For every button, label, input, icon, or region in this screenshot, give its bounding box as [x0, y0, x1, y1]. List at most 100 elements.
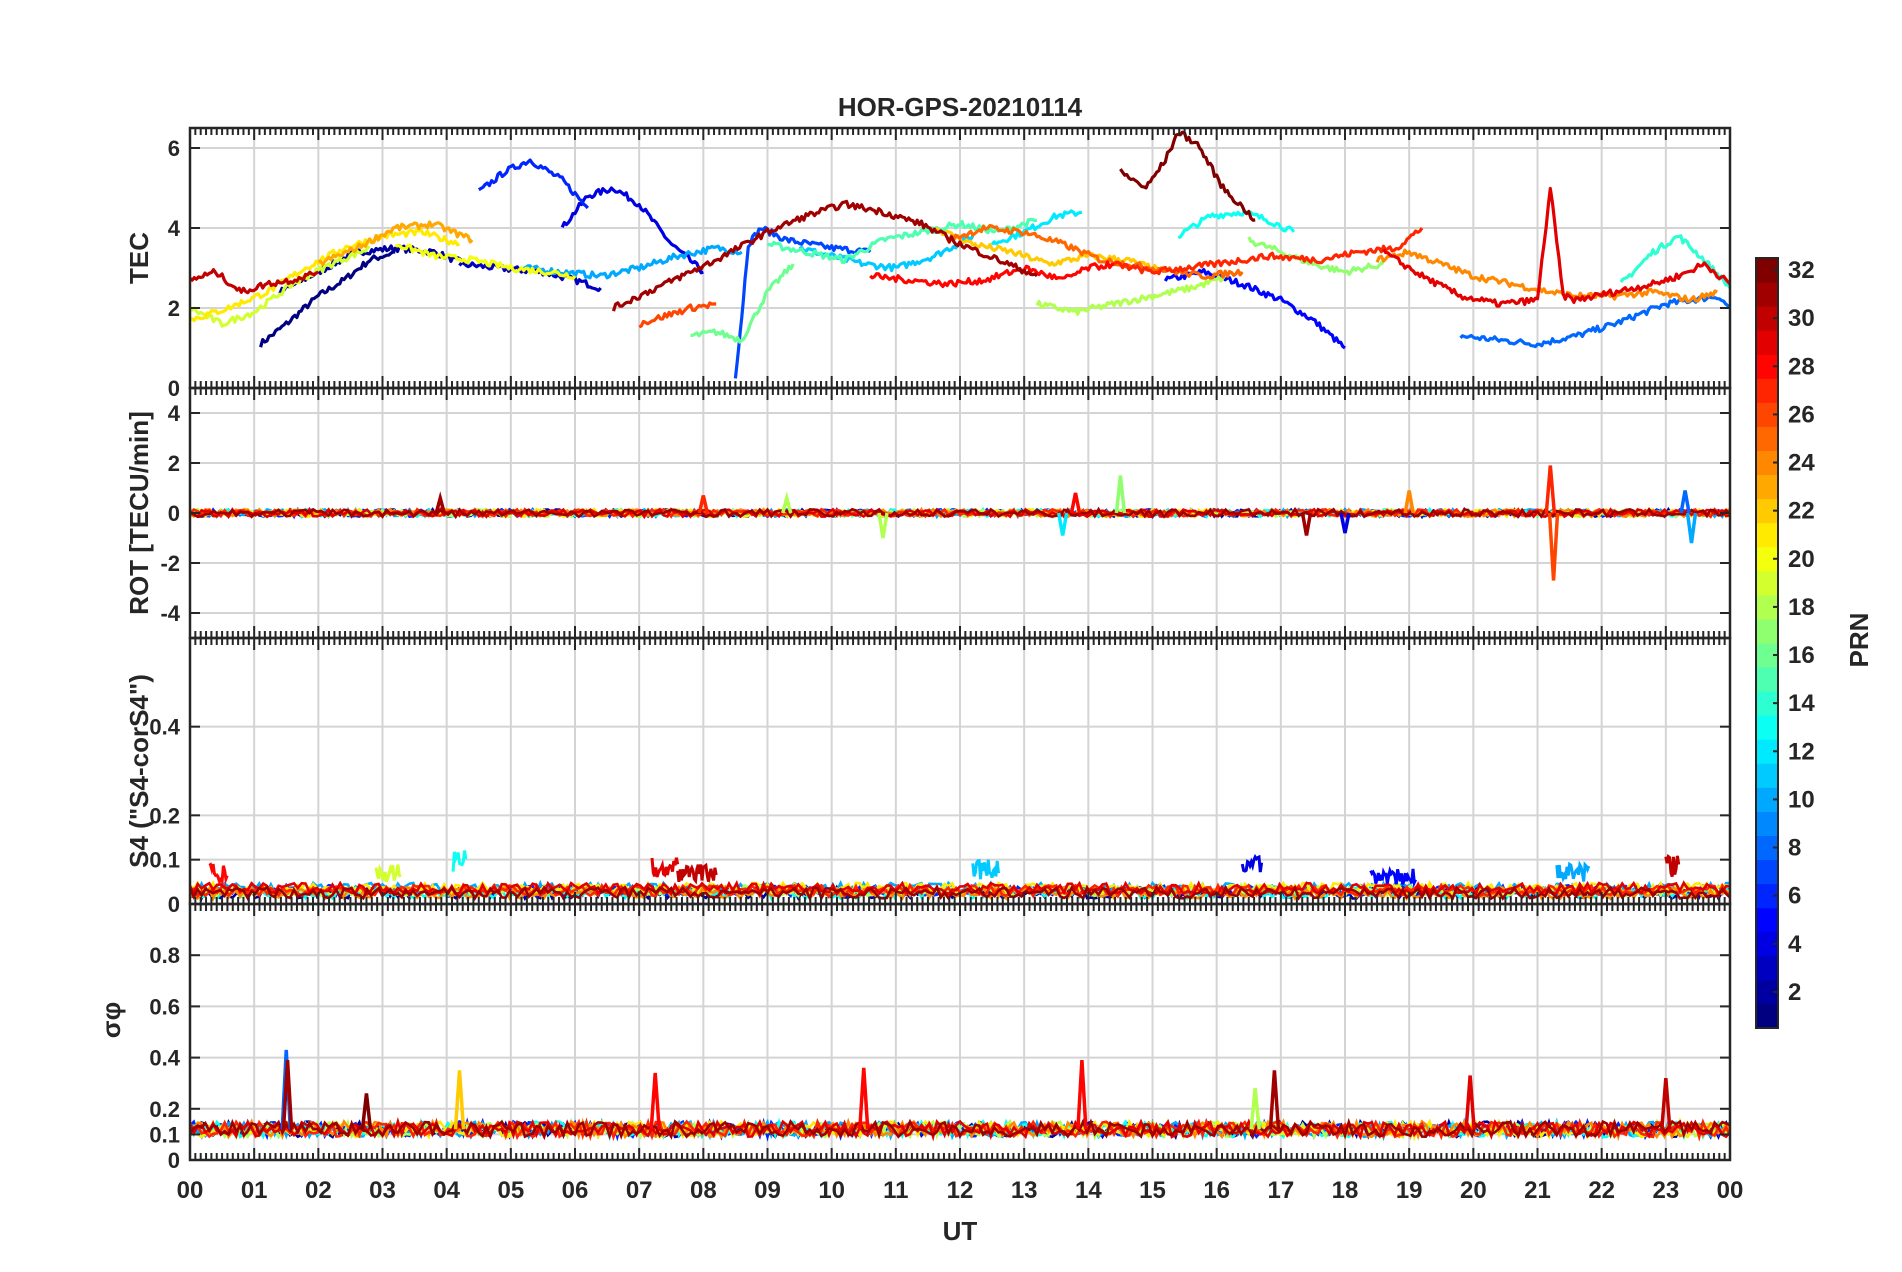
spike-prn-10	[1685, 512, 1698, 544]
chart-title: HOR-GPS-20210114	[838, 92, 1083, 122]
colorbar-tick-label: 10	[1788, 786, 1815, 813]
y-tick-label: -2	[160, 551, 180, 576]
x-tick-label: 13	[1011, 1177, 1038, 1204]
colorbar-step	[1756, 955, 1778, 981]
colorbar-step	[1756, 306, 1778, 331]
y-tick-label: 0	[168, 892, 180, 917]
colorbar-step	[1756, 258, 1778, 283]
colorbar-tick-label: 32	[1788, 257, 1815, 284]
colorbar-step	[1756, 787, 1778, 812]
colorbar-step	[1756, 498, 1778, 524]
colorbar-step	[1756, 763, 1778, 788]
spike-prn-8	[1679, 490, 1691, 514]
grid-TEC	[189, 128, 1731, 389]
colorbar-tick-label: 24	[1788, 450, 1815, 477]
burst-prn-30	[1664, 853, 1681, 878]
series-prn-6	[478, 158, 589, 210]
spike-prn-30	[1660, 1077, 1672, 1130]
x-tick-label: 17	[1267, 1177, 1294, 1204]
panel-ROT: -4 -2 0 2 4 ROT [TECU/min]	[124, 386, 1732, 640]
series-prn-26	[638, 301, 717, 329]
colorbar-step	[1756, 979, 1778, 1005]
y-tick-label: 4	[168, 216, 181, 241]
y-tick-label: 0.2	[149, 803, 180, 828]
series-prn-14	[1619, 234, 1730, 289]
x-tick-label: 23	[1652, 1177, 1679, 1204]
colorbar-step	[1756, 282, 1778, 307]
spike-prn-22	[453, 1070, 466, 1130]
colorbar-step	[1756, 546, 1778, 572]
colorbar-tick-label: 12	[1788, 738, 1815, 765]
colorbar-step	[1756, 667, 1778, 692]
colorbar-frame	[1755, 257, 1779, 1029]
spike-prn-26	[1547, 512, 1560, 581]
series-prn-31	[611, 199, 1039, 312]
plot-area-TEC	[190, 130, 1730, 379]
burst-prn-5	[1369, 865, 1417, 889]
colorbar-step	[1756, 811, 1778, 836]
spike-prn-28	[858, 1067, 870, 1130]
y-tick-label: 0.6	[149, 994, 180, 1019]
colorbar-step	[1756, 570, 1778, 596]
y-tick-label: 0.1	[149, 848, 180, 873]
colorbar-step	[1756, 691, 1778, 716]
x-tick-labels: 00 01 02 03 04 05 06 07 08 09 10 11 12 13 14 15 16 17 18 19…	[177, 1177, 1744, 1204]
spike-prn-27	[1544, 465, 1557, 514]
y-tick-label: 2	[168, 451, 180, 476]
x-tick-label: 21	[1524, 1177, 1551, 1204]
burst-prn-19	[374, 863, 402, 883]
plot-area-sigma_phi	[190, 1049, 1730, 1142]
series-prn-16	[690, 263, 795, 344]
spike-prn-31	[434, 491, 446, 514]
colorbar-tick-label: 4	[1788, 931, 1802, 958]
colorbar-tick-label: 2	[1788, 979, 1801, 1006]
x-tick-label: 00	[1717, 1177, 1744, 1204]
y-tick-label: 4	[168, 401, 181, 426]
colorbar-step	[1756, 1003, 1778, 1029]
series-prn-17	[1247, 236, 1385, 276]
x-tick-label: 10	[818, 1177, 845, 1204]
series-prn-1	[259, 250, 396, 348]
burst-prn-4	[1240, 853, 1264, 873]
colorbar-step	[1756, 859, 1778, 885]
colorbar-step	[1756, 594, 1778, 620]
y-tick-label: 0.1	[149, 1122, 180, 1147]
x-tick-label: 15	[1139, 1177, 1166, 1204]
burst-prn-10	[1555, 860, 1591, 883]
x-tick-label: 18	[1332, 1177, 1359, 1204]
x-tick-label: 01	[241, 1177, 268, 1204]
series-prn-13	[1177, 209, 1296, 239]
colorbar-tick-label: 30	[1788, 305, 1815, 332]
colorbar-label: PRN	[1844, 613, 1874, 668]
series-prn-4	[560, 186, 704, 275]
spike-prn-24	[1403, 490, 1415, 514]
colorbar-tick-label: 14	[1788, 690, 1815, 717]
colorbar-tick-label: 28	[1788, 353, 1815, 380]
colorbar-step	[1756, 907, 1778, 933]
y-axis-label-TEC: TEC	[124, 232, 154, 284]
colorbar-tick-label: 6	[1788, 883, 1801, 910]
series-prn-18	[1035, 273, 1231, 316]
series-prn-22	[933, 227, 1167, 274]
x-tick-label: 05	[497, 1177, 524, 1204]
colorbar-step	[1756, 931, 1778, 957]
series-prn-12	[990, 209, 1083, 246]
burst-prn-30	[676, 862, 718, 885]
spike-prn-4	[1339, 512, 1351, 534]
spike-prn-12	[1056, 512, 1069, 536]
series-prn-25	[945, 224, 1244, 280]
y-tick-label: 0.2	[149, 1097, 180, 1122]
x-tick-label: 03	[369, 1177, 396, 1204]
series-prn-19	[190, 245, 371, 328]
colorbar-step	[1756, 402, 1778, 427]
x-tick-label: 20	[1460, 1177, 1487, 1204]
series-prn-27	[1112, 227, 1424, 276]
burst-prn-13	[451, 850, 468, 872]
x-tick-label: 11	[883, 1177, 908, 1204]
noise-trace-prn-31	[190, 1117, 1730, 1140]
colorbar-step	[1756, 354, 1778, 379]
spike-prn-28	[649, 1072, 661, 1130]
colorbar-step	[1756, 474, 1778, 500]
colorbar-step	[1756, 522, 1778, 548]
